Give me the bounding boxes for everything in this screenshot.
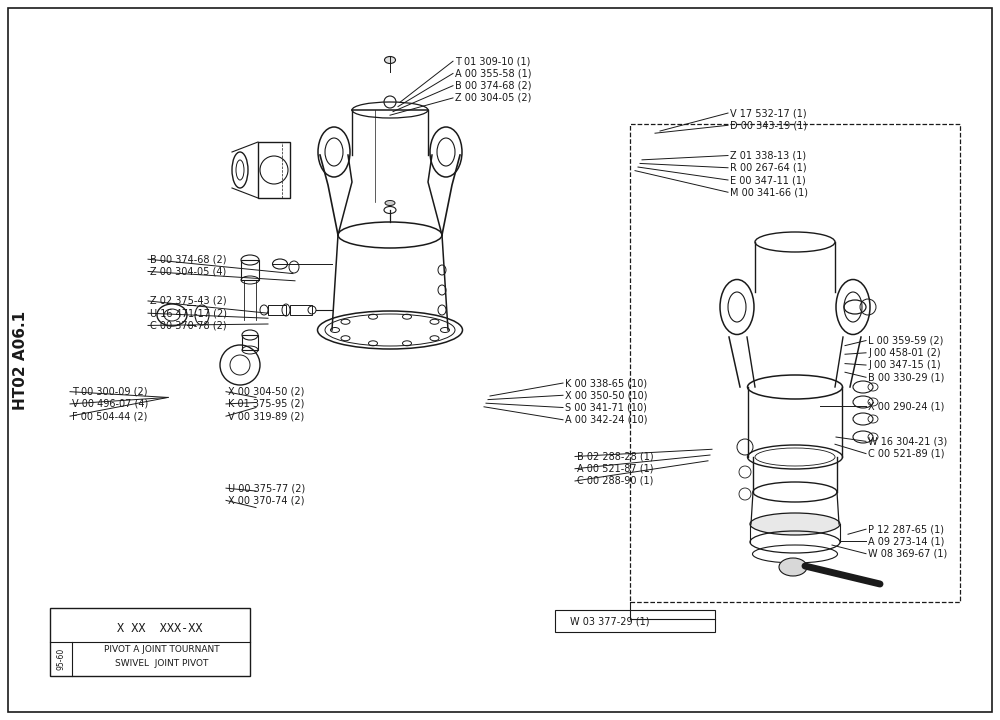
Bar <box>268 305 286 315</box>
Text: 95-60: 95-60 <box>57 648 66 670</box>
Bar <box>242 335 258 350</box>
Text: A 00 342-24 (10): A 00 342-24 (10) <box>565 415 648 425</box>
Ellipse shape <box>779 558 807 576</box>
Text: B 00 374-68 (2): B 00 374-68 (2) <box>455 81 532 91</box>
Bar <box>290 305 312 315</box>
Text: X 00 290-24 (1): X 00 290-24 (1) <box>868 401 944 411</box>
Text: M 00 341-66 (1): M 00 341-66 (1) <box>730 187 808 197</box>
Text: E 00 347-11 (1): E 00 347-11 (1) <box>730 175 806 185</box>
Text: V 00 319-89 (2): V 00 319-89 (2) <box>228 411 304 421</box>
Text: B 00 374-68 (2): B 00 374-68 (2) <box>150 254 227 264</box>
Text: B 00 330-29 (1): B 00 330-29 (1) <box>868 372 944 382</box>
Text: A 00 521-87 (1): A 00 521-87 (1) <box>577 464 654 474</box>
Text: Z 02 375-43 (2): Z 02 375-43 (2) <box>150 296 227 306</box>
Text: X 00 304-50 (2): X 00 304-50 (2) <box>228 387 304 397</box>
Text: X 00 370-74 (2): X 00 370-74 (2) <box>228 495 305 505</box>
Text: T 01 309-10 (1): T 01 309-10 (1) <box>455 56 530 66</box>
Bar <box>555 610 715 632</box>
Text: T 00 300-09 (2): T 00 300-09 (2) <box>72 387 148 397</box>
Text: HT02 A06.1: HT02 A06.1 <box>13 310 28 410</box>
Text: P 12 287-65 (1): P 12 287-65 (1) <box>868 524 944 534</box>
Bar <box>258 142 290 198</box>
Text: C 00 288-90 (1): C 00 288-90 (1) <box>577 476 653 486</box>
Text: Z 00 304-05 (2): Z 00 304-05 (2) <box>455 93 531 103</box>
Bar <box>630 124 960 602</box>
Text: F 00 504-44 (2): F 00 504-44 (2) <box>72 411 147 421</box>
Text: J 00 458-01 (2): J 00 458-01 (2) <box>868 348 941 358</box>
Text: U 16 471-17 (2): U 16 471-17 (2) <box>150 308 227 318</box>
Text: X XX  XXX-XX: X XX XXX-XX <box>117 623 203 636</box>
Bar <box>241 260 259 280</box>
Text: U 00 375-77 (2): U 00 375-77 (2) <box>228 483 305 493</box>
Text: C 00 370-78 (2): C 00 370-78 (2) <box>150 320 227 330</box>
Text: K 00 338-65 (10): K 00 338-65 (10) <box>565 378 647 388</box>
Text: PIVOT A JOINT TOURNANT: PIVOT A JOINT TOURNANT <box>104 646 220 654</box>
Text: K 01 375-95 (2): K 01 375-95 (2) <box>228 399 304 409</box>
Text: V 17 532-17 (1): V 17 532-17 (1) <box>730 108 807 118</box>
Text: R 00 267-64 (1): R 00 267-64 (1) <box>730 163 807 173</box>
Text: W 16 304-21 (3): W 16 304-21 (3) <box>868 436 947 446</box>
Text: B 02 288-28 (1): B 02 288-28 (1) <box>577 451 654 462</box>
Text: S 00 341-71 (10): S 00 341-71 (10) <box>565 402 647 413</box>
Text: D 00 343-19 (1): D 00 343-19 (1) <box>730 120 807 130</box>
Bar <box>50 608 250 676</box>
Ellipse shape <box>750 513 840 535</box>
Ellipse shape <box>385 200 395 205</box>
Text: A 09 273-14 (1): A 09 273-14 (1) <box>868 536 944 546</box>
Text: C 00 521-89 (1): C 00 521-89 (1) <box>868 449 944 459</box>
Text: A 00 355-58 (1): A 00 355-58 (1) <box>455 68 532 78</box>
Text: SWIVEL  JOINT PIVOT: SWIVEL JOINT PIVOT <box>115 659 209 667</box>
Text: J 00 347-15 (1): J 00 347-15 (1) <box>868 360 941 370</box>
Text: L 00 359-59 (2): L 00 359-59 (2) <box>868 336 943 346</box>
Text: V 00 496-07 (4): V 00 496-07 (4) <box>72 399 148 409</box>
Text: W 03 377-29 (1): W 03 377-29 (1) <box>570 616 650 626</box>
Ellipse shape <box>385 56 396 63</box>
Text: Z 01 338-13 (1): Z 01 338-13 (1) <box>730 150 806 161</box>
Text: Z 00 304-05 (4): Z 00 304-05 (4) <box>150 266 226 276</box>
Text: W 08 369-67 (1): W 08 369-67 (1) <box>868 549 947 559</box>
Text: X 00 350-50 (10): X 00 350-50 (10) <box>565 390 648 400</box>
